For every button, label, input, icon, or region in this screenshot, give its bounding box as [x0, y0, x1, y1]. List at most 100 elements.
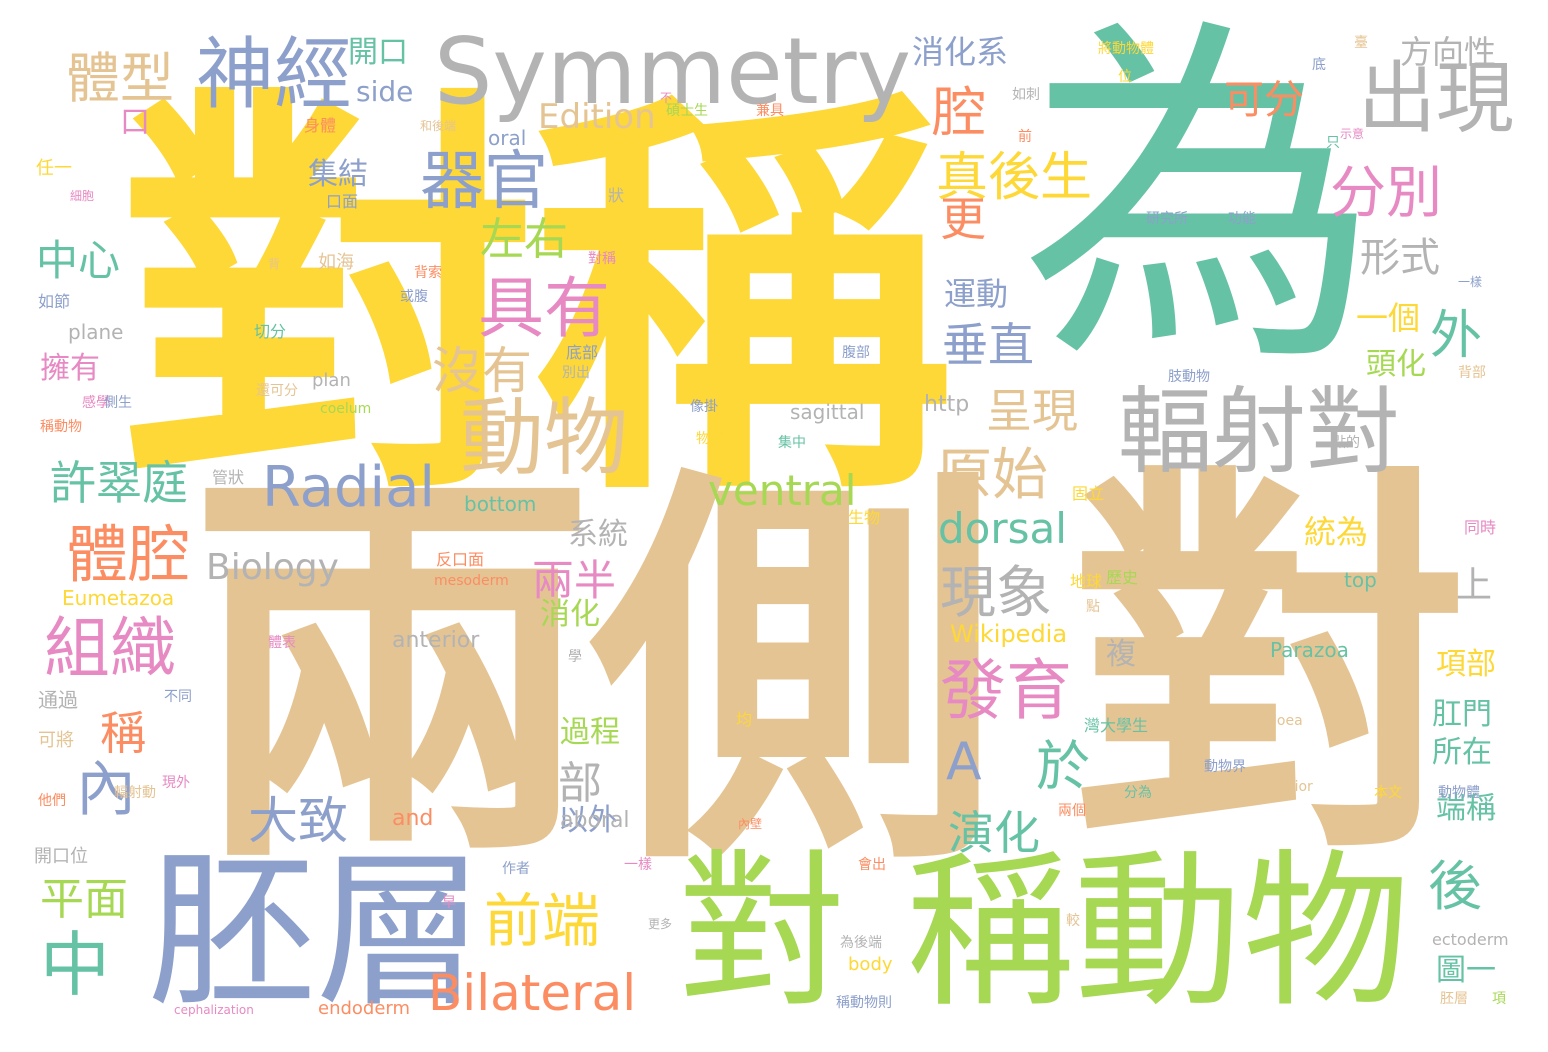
word: 於 — [1036, 740, 1090, 794]
word: 擁有 — [40, 354, 100, 384]
word: 圖一 — [1436, 956, 1496, 986]
word: ventral — [708, 470, 856, 512]
word: 體表 — [268, 636, 296, 650]
word: 較 — [1066, 914, 1080, 928]
word: 像掛 — [690, 400, 718, 414]
word: 部 — [558, 762, 602, 806]
word: 分別 — [1330, 166, 1442, 222]
word: 體型 — [66, 52, 174, 106]
word: oral — [488, 128, 526, 148]
word: 開口位 — [34, 848, 88, 866]
word: 還可分 — [256, 384, 298, 398]
word: 同時 — [1464, 520, 1496, 536]
word: 會出 — [858, 858, 886, 872]
word: 所在 — [1432, 738, 1492, 768]
word: 現象 — [940, 566, 1052, 622]
word: 輻射對 — [1118, 386, 1400, 480]
word: 腔 — [932, 86, 986, 140]
word: 只 — [1326, 136, 1340, 150]
word: 任一 — [36, 160, 72, 178]
word: 背部 — [1458, 366, 1486, 380]
word: 如刺 — [1012, 88, 1040, 102]
word: 作者 — [502, 862, 530, 876]
word: 本文 — [1374, 786, 1402, 800]
word: posterior — [1250, 780, 1313, 794]
word: 如節 — [38, 294, 70, 310]
word: A — [946, 736, 982, 788]
word: side — [356, 78, 413, 106]
word: 腹部 — [842, 346, 870, 360]
word: 灣大學生 — [1084, 718, 1148, 734]
word: 一樣 — [624, 858, 652, 872]
word: Biology — [206, 550, 339, 586]
word: 對稱 — [588, 252, 616, 266]
word: sagittal — [790, 402, 864, 422]
word: 消化系 — [912, 36, 1008, 68]
word: 碩士生 — [666, 104, 708, 118]
word: 不 — [660, 92, 672, 104]
word: 物體 — [696, 432, 724, 446]
word: 不同 — [164, 690, 192, 704]
word: top — [1344, 570, 1377, 590]
word: 中心 — [36, 240, 120, 282]
word: 將動物體 — [1098, 42, 1154, 56]
word: 背 — [268, 258, 280, 270]
word: 沒有 — [432, 346, 532, 396]
word: 外 — [1430, 310, 1482, 362]
word: Eumetazoa — [62, 588, 174, 608]
word: 研究所 — [1146, 212, 1188, 226]
word: Edition — [538, 100, 656, 134]
word: anterior — [392, 630, 479, 652]
word: 形式 — [1360, 238, 1440, 278]
word: 體腔 — [66, 524, 190, 586]
word: 可分 — [1224, 80, 1304, 120]
word: 消化 — [540, 600, 600, 630]
word: 功能 — [1228, 212, 1256, 226]
word: 切分 — [254, 324, 286, 340]
word: 側生 — [104, 396, 132, 410]
word: 集結 — [308, 160, 368, 190]
word: bottom — [464, 494, 536, 514]
word: 系統 — [568, 520, 628, 550]
word: 出現 — [1358, 60, 1514, 138]
word: 左右 — [480, 218, 568, 262]
word: 示意 — [1340, 128, 1364, 140]
word: 前端 — [484, 892, 600, 950]
word: 狀 — [608, 188, 624, 204]
word: 具有 — [478, 276, 610, 342]
word: 垂直 — [942, 322, 1034, 368]
word: 更 — [940, 196, 986, 242]
word: 如海 — [318, 254, 354, 272]
word: 方向性 — [1400, 36, 1496, 68]
word: 大致 — [248, 796, 348, 846]
word: Parazoa — [1270, 640, 1349, 660]
word: 內壁 — [738, 818, 762, 830]
word: 肛門 — [1432, 700, 1492, 730]
word: Radial — [262, 460, 435, 516]
word: 身體 — [304, 118, 336, 134]
word: 兼具 — [756, 104, 784, 118]
word: 背索 — [414, 266, 442, 280]
word: ectoderm — [1432, 932, 1509, 948]
word: 細胞 — [70, 190, 94, 202]
word: 一樣 — [1458, 276, 1482, 288]
word: 對 — [678, 848, 846, 1016]
word: 點的 — [1332, 436, 1360, 450]
word: 中 — [40, 930, 110, 1000]
word: 項部 — [1436, 650, 1496, 680]
word: 胚層 — [1440, 992, 1468, 1006]
word: 和後端 — [420, 120, 456, 132]
word: plane — [68, 322, 124, 342]
word: 可將 — [38, 732, 74, 750]
word: 為後端 — [840, 936, 882, 950]
word: 頭化 — [1366, 350, 1426, 380]
word: 稱動物則 — [836, 996, 892, 1010]
word: 演化 — [948, 810, 1040, 856]
word: 底部 — [566, 345, 598, 361]
word: 均 — [736, 712, 752, 728]
word: 更多 — [648, 918, 672, 930]
word: Wikipedia — [950, 622, 1067, 646]
word: 複 — [1106, 640, 1136, 670]
word: cephalization — [174, 1004, 254, 1016]
